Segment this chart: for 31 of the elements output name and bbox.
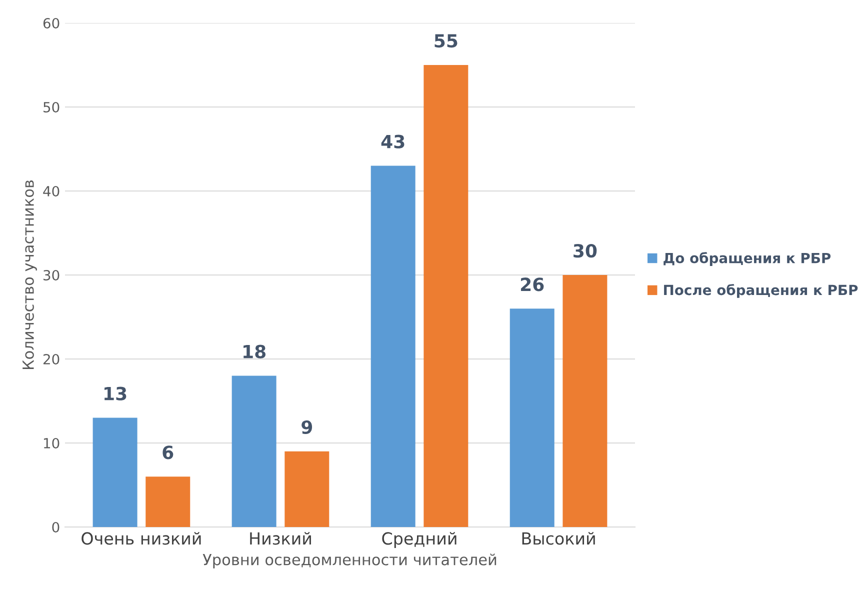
x-tick-label: Высокий [522,532,595,545]
bar [232,376,276,527]
bar [146,476,190,527]
bar [562,275,608,527]
bar [370,166,416,527]
bar [284,451,330,527]
data-label: 18 [244,344,266,358]
y-tick-label: 30 [44,270,60,280]
y-axis-title: Количество участников [22,180,37,370]
data-label: 43 [381,134,404,148]
x-tick-label: Очень низкий [82,532,201,545]
y-tick-label: 20 [43,354,60,364]
bar [424,65,468,527]
bar [92,418,138,527]
x-tick-label: Низкий [250,532,311,545]
bar [510,308,554,527]
data-label: 13 [104,386,126,400]
y-tick-label: 50 [44,102,60,112]
legend-label: До обращения к РБР [664,252,831,266]
y-tick-label: 40 [43,186,60,196]
y-tick-label: 60 [43,18,60,28]
data-label: 26 [520,278,544,292]
x-tick-label: Средний [382,532,456,548]
x-axis-title: Уровни осведомленности читателей [202,554,496,568]
y-tick-label: 0 [52,522,60,532]
data-label: 30 [574,244,597,258]
data-label: 9 [302,420,312,434]
data-label: 55 [434,34,458,48]
data-label: 6 [162,446,174,460]
legend-label: После обращения к РБР [664,284,858,298]
y-tick-label: 10 [44,438,60,448]
